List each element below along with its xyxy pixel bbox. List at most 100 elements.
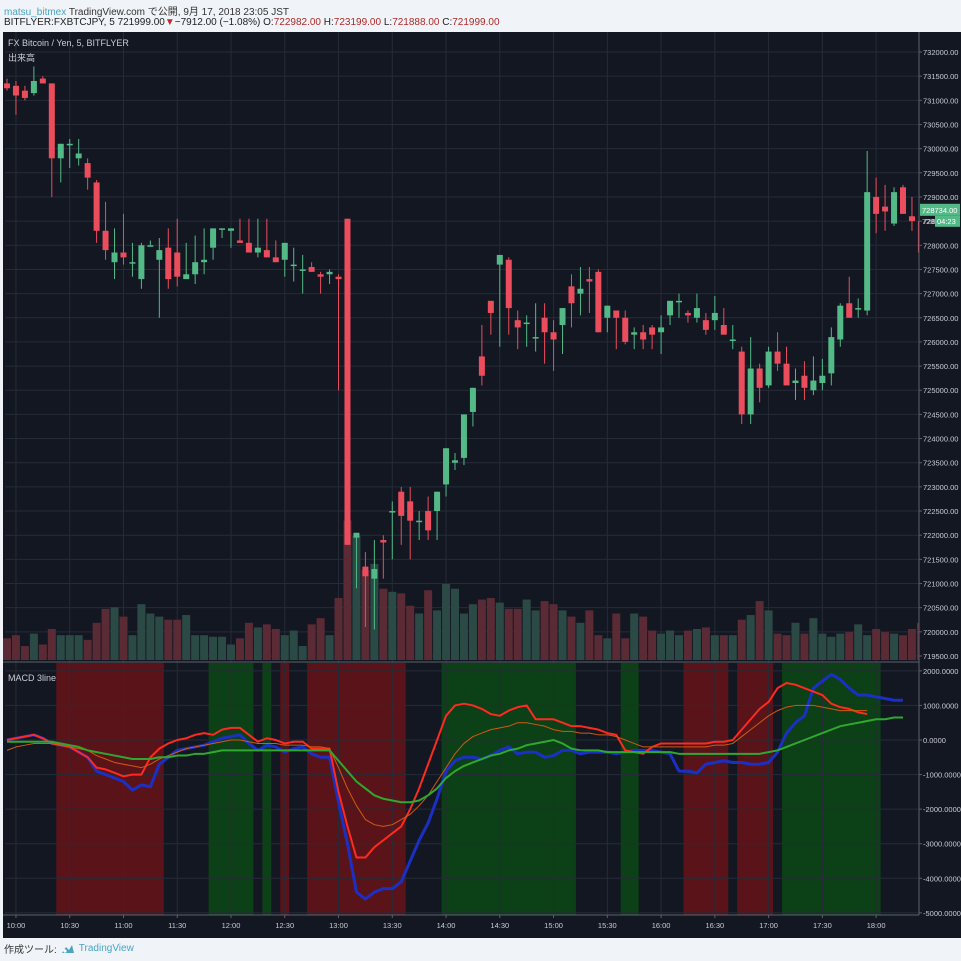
candle-body [317, 274, 324, 277]
down-arrow-icon: ▼ [164, 17, 175, 28]
candle-body [326, 271, 333, 275]
volume-bar [863, 635, 872, 660]
volume-bar [522, 599, 531, 660]
volume-bar [209, 636, 218, 660]
candle-body [281, 242, 288, 260]
candle-body [550, 332, 557, 340]
price-axis[interactable] [919, 32, 961, 938]
candle-body [236, 240, 243, 243]
macd-band-green [262, 663, 272, 915]
volume-bar [764, 610, 773, 660]
candle-body [228, 228, 234, 231]
price-change: −7912.00 (−1.08%) [174, 17, 261, 28]
volume-bar [881, 632, 890, 660]
volume-bar [728, 635, 737, 660]
candle-body [487, 300, 494, 313]
chart-canvas[interactable]: 732000.00 731500.00 731000.00 730500.00 7300… [3, 32, 961, 938]
time-tick: 15:00 [544, 921, 563, 930]
chart-area[interactable]: 732000.00 731500.00 731000.00 730500.00 7300… [3, 32, 961, 938]
volume-bar [827, 636, 836, 660]
volume-bar [244, 622, 253, 660]
volume-bar [334, 598, 343, 660]
volume-bar [146, 613, 155, 660]
price-tick: 729000.00 [923, 193, 958, 202]
candle-body [586, 279, 593, 282]
price-tick: 724000.00 [923, 435, 958, 444]
symbol-line: BITFLYER:FXBTCJPY, 5 721999.00▼−7912.00 … [4, 17, 500, 28]
close-value: 721999.00 [452, 17, 500, 28]
candle-body [873, 196, 880, 214]
price-tick: 731000.00 [923, 96, 958, 105]
volume-bar [890, 633, 899, 660]
volume-bar [325, 635, 334, 660]
volume-bar [845, 632, 854, 660]
candle-body [299, 269, 306, 271]
candle-body [478, 356, 485, 376]
tradingview-link[interactable]: TradingView [78, 943, 134, 954]
volume-bar [692, 629, 701, 660]
volume-bar [379, 588, 388, 660]
price-tick: 722000.00 [923, 531, 958, 540]
volume-bar [388, 591, 397, 660]
macd-tick: -2000.0000 [923, 805, 961, 814]
macd-band-red [56, 663, 164, 915]
volume-bar [818, 633, 827, 660]
price-tick: 724500.00 [923, 410, 958, 419]
macd-tick: -3000.0000 [923, 840, 961, 849]
candle-body [846, 303, 853, 318]
macd-band-green [620, 663, 639, 915]
volume-bar [675, 635, 683, 660]
volume-bar [540, 601, 549, 660]
price-tick: 727000.00 [923, 290, 958, 299]
candle-body [174, 252, 181, 277]
volume-bar [737, 619, 746, 660]
volume-bar [227, 644, 235, 660]
price-tick: 728000.00 [923, 241, 958, 250]
candle-body [496, 254, 503, 265]
price-tick: 726500.00 [923, 314, 958, 323]
time-tick: 11:00 [114, 921, 132, 930]
candle-body [720, 325, 727, 335]
candle-body [93, 182, 100, 231]
candle-body [855, 308, 862, 310]
candle-body [201, 259, 208, 263]
candle-body [210, 228, 217, 248]
price-tick: 730500.00 [923, 120, 958, 129]
volume-bar [907, 629, 916, 660]
macd-pane-title: MACD 3line [8, 673, 57, 683]
candle-body [102, 230, 109, 251]
volume-bar [155, 616, 164, 660]
volume-bar [92, 622, 101, 660]
volume-bar [56, 635, 65, 660]
high-value: 723199.00 [333, 17, 382, 28]
candle-body [416, 520, 423, 523]
candle-body [541, 317, 548, 333]
macd-lines [6, 672, 903, 901]
candle-body [398, 491, 405, 516]
volume-bar [182, 615, 191, 660]
volume-bar [603, 638, 612, 660]
svg-text:728: 728 [922, 217, 935, 226]
candle-body [631, 332, 638, 335]
time-tick: 12:30 [275, 921, 294, 930]
candle-body [819, 375, 826, 383]
volume-bar [451, 588, 459, 660]
candle-body [254, 247, 261, 253]
candle-body [711, 312, 718, 321]
volume-bar [424, 590, 433, 660]
candle-body [192, 262, 199, 275]
volume-bar [495, 602, 504, 660]
candle-body [425, 511, 432, 531]
time-tick: 13:30 [383, 921, 402, 930]
volume-bar [666, 630, 675, 660]
price-tick: 721000.00 [923, 580, 958, 589]
author-link[interactable]: matsu_bitmex [4, 7, 67, 18]
candle-body [702, 320, 709, 330]
price-tick: 725000.00 [923, 386, 958, 395]
candle-body [613, 310, 620, 318]
candle-body [828, 337, 835, 374]
volume-bar [415, 613, 424, 660]
candle-body [111, 252, 118, 263]
price-tick: 727500.00 [923, 265, 958, 274]
candle-body [371, 569, 378, 579]
